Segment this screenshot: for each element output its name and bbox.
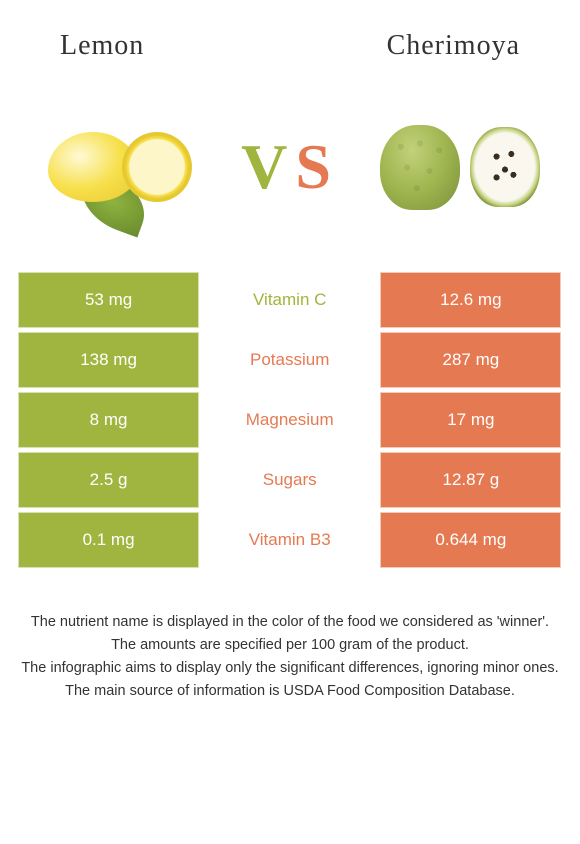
footer-notes: The nutrient name is displayed in the co… [0, 572, 580, 702]
cherimoya-half-icon [470, 127, 540, 207]
left-value: 8 mg [18, 392, 199, 448]
table-row: 0.1 mgVitamin B30.644 mg [18, 512, 562, 568]
nutrient-table: 53 mgVitamin C12.6 mg138 mgPotassium287 … [0, 272, 580, 568]
nutrient-label: Sugars [199, 452, 380, 508]
table-row: 138 mgPotassium287 mg [18, 332, 562, 388]
nutrient-label: Vitamin B3 [199, 512, 380, 568]
left-food-title: Lemon [60, 30, 144, 62]
left-value: 53 mg [18, 272, 199, 328]
footer-line: The main source of information is USDA F… [20, 681, 560, 702]
table-row: 2.5 gSugars12.87 g [18, 452, 562, 508]
footer-line: The nutrient name is displayed in the co… [20, 612, 560, 633]
footer-line: The amounts are specified per 100 gram o… [20, 635, 560, 656]
right-value: 0.644 mg [380, 512, 561, 568]
left-value: 2.5 g [18, 452, 199, 508]
images-row: VS [0, 72, 580, 272]
right-value: 17 mg [380, 392, 561, 448]
right-value: 12.6 mg [380, 272, 561, 328]
nutrient-label: Magnesium [199, 392, 380, 448]
left-value: 138 mg [18, 332, 199, 388]
footer-line: The infographic aims to display only the… [20, 658, 560, 679]
right-value: 12.87 g [380, 452, 561, 508]
table-row: 8 mgMagnesium17 mg [18, 392, 562, 448]
vs-s: S [295, 131, 339, 202]
nutrient-label: Potassium [199, 332, 380, 388]
right-food-title: Cherimoya [387, 30, 520, 62]
header: Lemon Cherimoya [0, 0, 580, 72]
lemon-half-icon [122, 132, 192, 202]
cherimoya-image [360, 87, 560, 247]
right-value: 287 mg [380, 332, 561, 388]
cherimoya-whole-icon [380, 125, 460, 210]
left-value: 0.1 mg [18, 512, 199, 568]
vs-v: V [241, 131, 295, 202]
lemon-image [20, 87, 220, 247]
table-row: 53 mgVitamin C12.6 mg [18, 272, 562, 328]
nutrient-label: Vitamin C [199, 272, 380, 328]
vs-label: VS [241, 130, 339, 204]
